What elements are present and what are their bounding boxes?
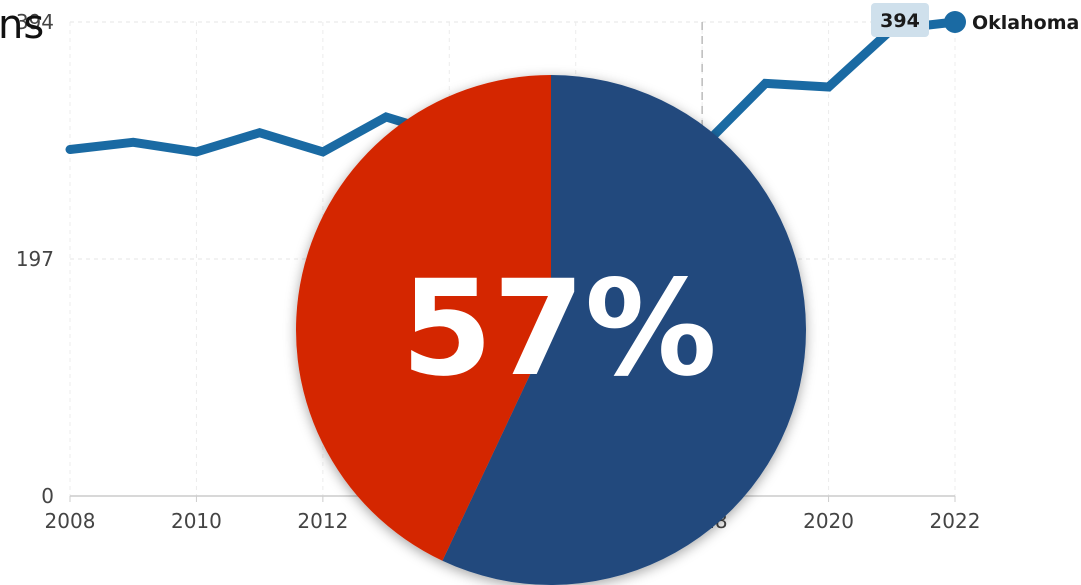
x-tick-label: 2010 [171, 509, 222, 533]
pie-center-label: 57% [401, 252, 717, 406]
x-tick-label: 2022 [930, 509, 981, 533]
value-badge-text: 394 [880, 10, 920, 32]
y-tick-label: 394 [16, 10, 54, 34]
x-tick-label: 2008 [45, 509, 96, 533]
x-tick-label: 2020 [803, 509, 854, 533]
value-badge [871, 3, 929, 37]
y-tick-label: 0 [41, 484, 54, 508]
pie-slice [296, 75, 551, 561]
y-tick-label: 197 [16, 247, 54, 271]
end-value-label: 394 Oklahoma [871, 3, 1079, 37]
series-name-label: Oklahoma [972, 12, 1079, 34]
chart-title-fragment: ns [0, 2, 44, 48]
pie-chart: 57% [296, 75, 807, 585]
pie-slice [442, 75, 807, 585]
x-tick-label: 2012 [297, 509, 348, 533]
series-end-point [944, 11, 966, 33]
